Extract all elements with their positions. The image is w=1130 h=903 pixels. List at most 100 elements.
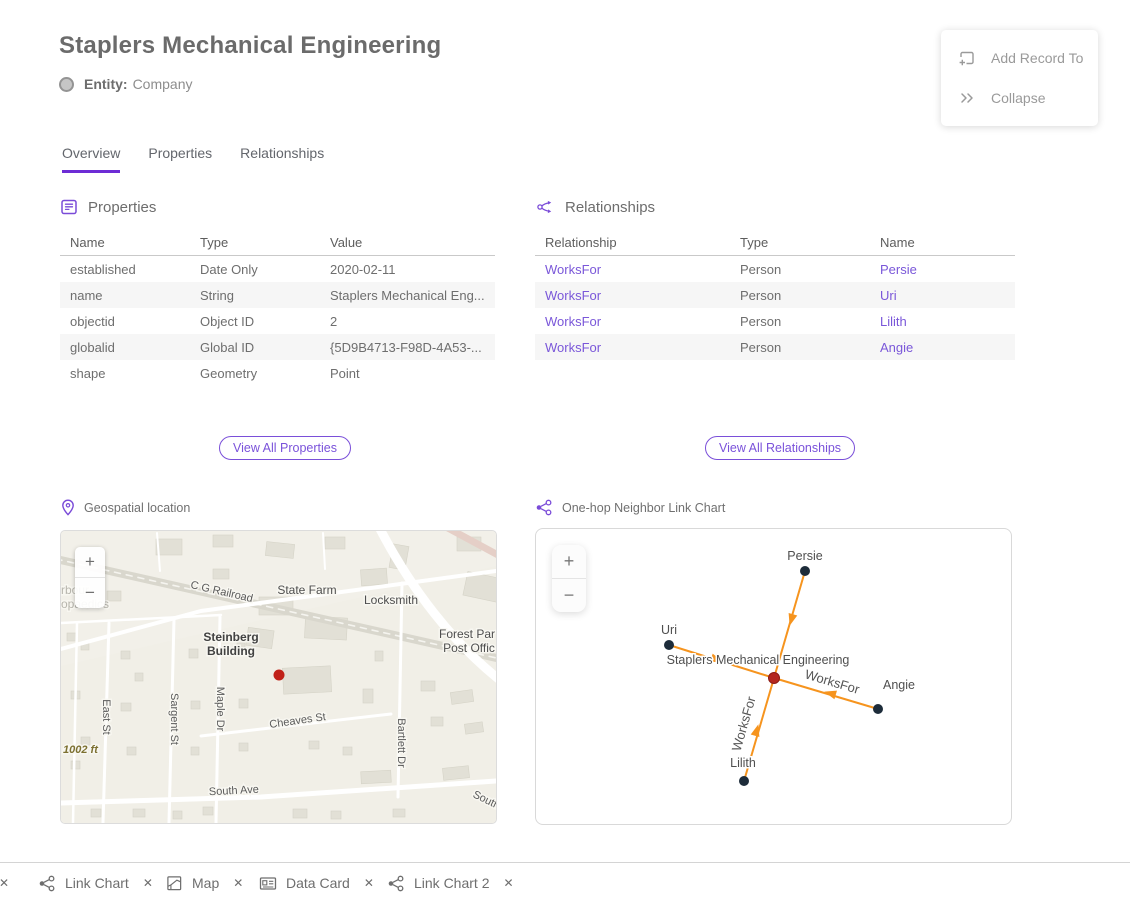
column-header: Name — [880, 235, 1015, 250]
map-label: Maple Dr — [214, 687, 226, 732]
table-cell: Person — [740, 314, 880, 329]
relationships-section-header: Relationships — [536, 198, 655, 216]
center-node-label: Staplers Mechanical Engineering — [667, 653, 850, 667]
view-all-properties-button[interactable]: View All Properties — [219, 436, 351, 460]
map-label: Sargent St — [168, 693, 180, 745]
tab-overview[interactable]: Overview — [62, 145, 120, 173]
record-link[interactable]: Uri — [880, 288, 1015, 303]
table-row: globalidGlobal ID{5D9B4713-F98D-4A53-... — [60, 334, 495, 360]
map-label: Locksmith — [364, 593, 418, 607]
table-cell: Point — [330, 366, 495, 381]
entity-label: Entity: — [84, 76, 128, 92]
bottom-tab-label: Data Card — [286, 875, 350, 891]
table-cell: established — [70, 262, 200, 277]
close-icon[interactable]: ✕ — [503, 876, 513, 890]
record-link[interactable]: WorksFor — [545, 262, 740, 277]
entity-type-icon — [59, 77, 74, 92]
table-cell: 2 — [330, 314, 495, 329]
bottom-tab-label: Link Chart 2 — [414, 875, 489, 891]
link-chart-section-title: One-hop Neighbor Link Chart — [562, 501, 725, 515]
relationships-table-header: RelationshipTypeName — [535, 230, 1015, 256]
map-label: State Farm — [277, 583, 336, 597]
data-card-icon — [259, 875, 277, 892]
record-link[interactable]: WorksFor — [545, 314, 740, 329]
link-chart-icon — [38, 875, 56, 892]
bottom-tab-data-card[interactable]: Data Card ✕ — [259, 863, 374, 903]
menu-item-collapse[interactable]: Collapse — [941, 78, 1098, 118]
view-all-relationships-button[interactable]: View All Relationships — [705, 436, 855, 460]
tab-bar: Overview Properties Relationships — [62, 145, 324, 173]
bottom-tab-link-chart-2[interactable]: Link Chart 2 ✕ — [387, 863, 514, 903]
map-icon — [166, 875, 183, 892]
close-icon[interactable]: ✕ — [233, 876, 243, 890]
bottom-tab-map[interactable]: Map✕ — [166, 863, 243, 903]
person-node[interactable] — [664, 640, 674, 650]
node-label: Persie — [787, 549, 822, 563]
map-zoom-in-button[interactable]: + — [75, 547, 105, 577]
entity-location-marker[interactable] — [274, 670, 285, 681]
tab-properties[interactable]: Properties — [148, 145, 212, 173]
bottom-tab-link-chart[interactable]: Link Chart ✕ — [38, 863, 153, 903]
table-cell: Person — [740, 340, 880, 355]
map-view[interactable]: rbouropaedicsC G RailroadState FarmLocks… — [60, 530, 497, 824]
table-cell: globalid — [70, 340, 200, 355]
bottom-tab-label: Link Chart — [65, 875, 129, 891]
column-header: Type — [740, 235, 880, 250]
table-row: establishedDate Only2020-02-11 — [60, 256, 495, 282]
node-label: Uri — [661, 623, 677, 637]
table-cell: Person — [740, 288, 880, 303]
menu-item-add-record-to[interactable]: Add Record To — [941, 38, 1098, 78]
properties-section-header: Properties — [60, 198, 156, 216]
record-link[interactable]: Lilith — [880, 314, 1015, 329]
table-cell: name — [70, 288, 200, 303]
data-card-icon — [60, 198, 78, 216]
collapse-icon — [958, 89, 976, 107]
properties-table-header: NameTypeValue — [60, 230, 495, 256]
table-cell: objectid — [70, 314, 200, 329]
map-label: 1002 ft — [63, 744, 99, 756]
table-cell: Date Only — [200, 262, 330, 277]
entity-row: Entity: Company — [59, 76, 192, 92]
map-label: Forest Par — [439, 627, 495, 641]
chart-zoom-out-button[interactable]: − — [552, 578, 586, 612]
table-row: WorksForPersonLilith — [535, 308, 1015, 334]
bottom-tab-partial[interactable]: ✕ — [0, 863, 9, 903]
map-label: Building — [207, 644, 255, 658]
link-chart-icon — [387, 875, 405, 892]
table-cell: Person — [740, 262, 880, 277]
record-link[interactable]: WorksFor — [545, 288, 740, 303]
table-cell: Geometry — [200, 366, 330, 381]
menu-item-label: Collapse — [991, 90, 1045, 106]
data-card-page: Staplers Mechanical Engineering Entity: … — [0, 0, 1130, 903]
table-row: shapeGeometryPoint — [60, 360, 495, 386]
relationships-icon — [536, 198, 555, 216]
link-chart-section-header: One-hop Neighbor Link Chart — [535, 499, 725, 516]
record-link[interactable]: WorksFor — [545, 340, 740, 355]
person-node[interactable] — [873, 704, 883, 714]
column-header: Name — [70, 235, 200, 250]
menu-item-label: Add Record To — [991, 50, 1083, 66]
context-menu: Add Record To Collapse — [941, 30, 1098, 126]
column-header: Relationship — [545, 235, 740, 250]
close-icon[interactable]: ✕ — [0, 876, 9, 890]
chart-zoom-control: + − — [552, 545, 586, 612]
map-zoom-out-button[interactable]: − — [75, 577, 105, 608]
chart-zoom-in-button[interactable]: + — [552, 545, 586, 578]
person-node[interactable] — [800, 566, 810, 576]
person-node[interactable] — [739, 776, 749, 786]
record-link[interactable]: Persie — [880, 262, 1015, 277]
link-chart-view[interactable]: WorksForWorksForStaplers Mechanical Engi… — [535, 528, 1012, 825]
geospatial-section-title: Geospatial location — [84, 501, 190, 515]
close-icon[interactable]: ✕ — [143, 876, 153, 890]
company-node[interactable] — [769, 673, 780, 684]
table-cell: Global ID — [200, 340, 330, 355]
record-link[interactable]: Angie — [880, 340, 1015, 355]
link-chart-icon — [535, 499, 553, 516]
table-cell: String — [200, 288, 330, 303]
properties-table: NameTypeValue establishedDate Only2020-0… — [60, 230, 495, 386]
node-label: Lilith — [730, 756, 756, 770]
close-icon[interactable]: ✕ — [364, 876, 374, 890]
table-row: nameStringStaplers Mechanical Eng... — [60, 282, 495, 308]
tab-relationships[interactable]: Relationships — [240, 145, 324, 173]
table-row: WorksForPersonAngie — [535, 334, 1015, 360]
